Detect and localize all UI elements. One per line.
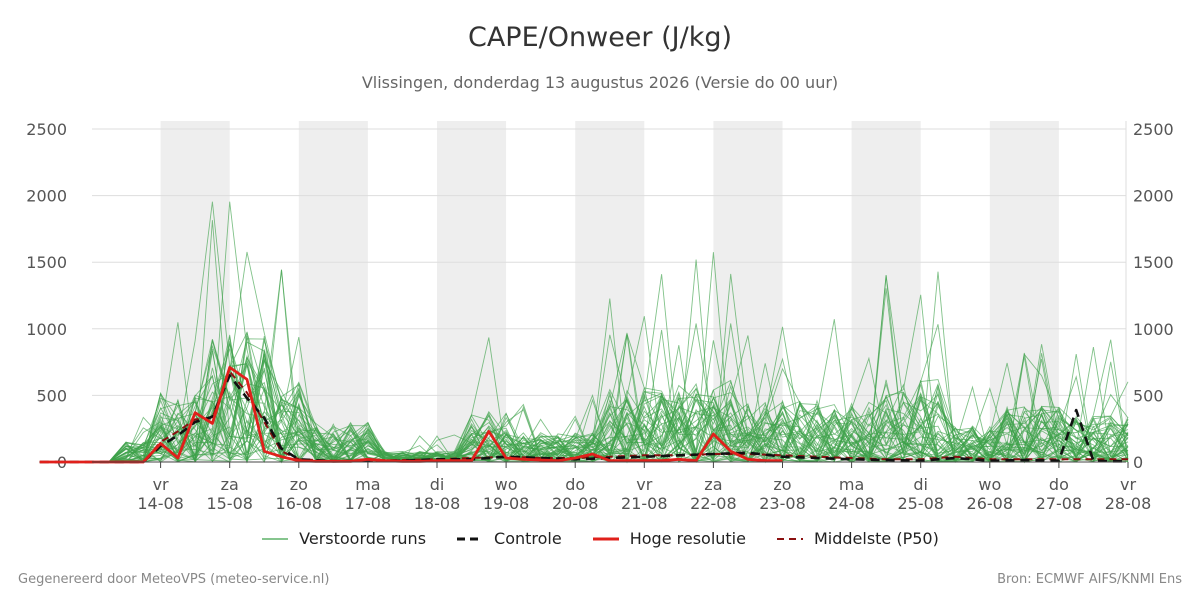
y-tick-right-500: 500 xyxy=(1133,386,1164,405)
x-tick-weekday-11: ma xyxy=(839,475,864,494)
y-tick-left-1000: 1000 xyxy=(26,320,67,339)
x-tick-weekday-5: di xyxy=(430,475,445,494)
x-tick-date-9: 22-08 xyxy=(690,494,737,513)
series-line-control xyxy=(39,374,1128,464)
y-tick-left-2500: 2500 xyxy=(26,120,67,139)
x-tick-date-4: 17-08 xyxy=(345,494,392,513)
x-tick-date-7: 20-08 xyxy=(552,494,599,513)
x-tick-weekday-14: do xyxy=(1049,475,1069,494)
x-tick-date-12: 25-08 xyxy=(897,494,944,513)
legend-swatch-control xyxy=(457,537,484,540)
y-tick-left-500: 500 xyxy=(36,386,67,405)
legend-item-median[interactable]: Middelste (P50) xyxy=(776,529,939,548)
x-tick-date-11: 24-08 xyxy=(828,494,875,513)
x-tick-weekday-3: zo xyxy=(290,475,308,494)
x-tick-weekday-7: do xyxy=(565,475,585,494)
x-tick-weekday-2: za xyxy=(221,475,239,494)
legend-swatch-median xyxy=(776,537,803,540)
y-tick-right-0: 0 xyxy=(1133,453,1143,472)
ensemble-run-line xyxy=(39,259,1129,464)
ensemble-runs xyxy=(39,201,1129,464)
ensemble-run-line xyxy=(39,341,1129,464)
x-tick-weekday-10: zo xyxy=(773,475,791,494)
footer-source: Bron: ECMWF AIFS/KNMI Ens xyxy=(997,572,1182,587)
x-tick-date-8: 21-08 xyxy=(621,494,668,513)
y-tick-right-2000: 2000 xyxy=(1133,187,1174,206)
day-band-3 xyxy=(575,121,645,462)
chart-legend: Verstoorde runs Controle Hoge resolutie … xyxy=(0,529,1200,548)
x-tick-date-6: 19-08 xyxy=(483,494,530,513)
legend-label-hires: Hoge resolutie xyxy=(629,529,746,548)
footer-credit: Gegenereerd door MeteoVPS (meteo-service… xyxy=(18,572,330,587)
x-tick-date-14: 27-08 xyxy=(1036,494,1083,513)
legend-item-ensemble[interactable]: Verstoorde runs xyxy=(261,529,426,548)
x-tick-date-13: 26-08 xyxy=(967,494,1014,513)
y-tick-right-1000: 1000 xyxy=(1133,320,1174,339)
ensemble-run-line xyxy=(39,364,1129,463)
chart-title: CAPE/Onweer (J/kg) xyxy=(467,22,732,53)
x-tick-weekday-15: vr xyxy=(1120,475,1136,494)
ensemble-run-line xyxy=(39,323,1129,463)
x-tick-weekday-4: ma xyxy=(355,475,380,494)
series-line-hires xyxy=(39,365,783,464)
y-tick-left-1500: 1500 xyxy=(26,253,67,272)
day-band-4 xyxy=(713,121,783,462)
legend-swatch-hires xyxy=(592,537,619,540)
x-tick-date-5: 18-08 xyxy=(414,494,461,513)
x-tick-weekday-12: di xyxy=(913,475,928,494)
x-tick-date-1: 14-08 xyxy=(137,494,184,513)
x-tick-weekday-6: wo xyxy=(495,475,518,494)
legend-swatch-ensemble xyxy=(262,537,289,540)
legend-label-median: Middelste (P50) xyxy=(813,529,939,548)
legend-label-control: Controle xyxy=(494,529,562,548)
x-tick-date-3: 16-08 xyxy=(276,494,323,513)
day-band-6 xyxy=(989,121,1059,462)
ensemble-run-line xyxy=(39,316,1129,463)
y-tick-right-1500: 1500 xyxy=(1133,253,1174,272)
x-tick-date-2: 15-08 xyxy=(206,494,253,513)
chart-subtitle: Vlissingen, donderdag 13 augustus 2026 (… xyxy=(361,73,839,92)
x-tick-date-10: 23-08 xyxy=(759,494,806,513)
day-band-1 xyxy=(298,121,368,462)
x-tick-weekday-9: za xyxy=(704,475,722,494)
ensemble-run-line xyxy=(39,334,1129,463)
x-tick-weekday-8: vr xyxy=(636,475,652,494)
x-tick-weekday-1: vr xyxy=(153,475,169,494)
legend-item-control[interactable]: Controle xyxy=(456,529,562,548)
y-tick-right-2500: 2500 xyxy=(1133,120,1174,139)
x-tick-date-15: 28-08 xyxy=(1105,494,1152,513)
legend-label-ensemble: Verstoorde runs xyxy=(299,529,427,548)
day-band-2 xyxy=(437,121,507,462)
x-tick-weekday-13: wo xyxy=(978,475,1001,494)
legend-item-hires[interactable]: Hoge resolutie xyxy=(592,529,746,548)
ensemble-run-line xyxy=(39,275,1129,463)
ensemble-run-line xyxy=(39,201,1129,464)
y-tick-left-2000: 2000 xyxy=(26,187,67,206)
